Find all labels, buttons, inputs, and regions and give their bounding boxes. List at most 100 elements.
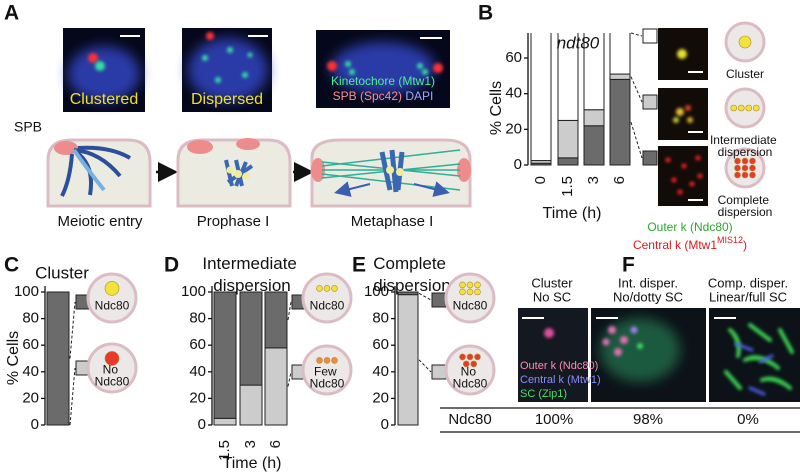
legend-connector [69,367,76,426]
x-tick-label: 1.5 [559,176,576,197]
legend-dot [745,104,753,112]
legend-icon [444,272,496,324]
label-line: No [461,365,480,379]
panel-label: C [4,254,19,277]
legend-swatch [642,150,658,166]
legend-label: SPB (Spc42) DAPI [333,89,434,103]
y-tick-label: 60 [372,336,389,353]
micrograph: Dispersed [182,28,272,112]
y-tick-label: 0 [31,416,39,433]
legend-connector [418,292,432,301]
bar-segment [213,291,237,419]
x-tick-label: 6 [267,440,284,448]
marker-label: Central k (Mtw1MIS12) [633,235,747,252]
marker-label: Central k (Mtw1) [520,374,601,386]
x-axis-label: Time (h) [223,455,282,472]
y-tick-label: 20 [189,389,206,406]
x-axis-label: Time (h) [543,205,602,222]
legend-dot [738,35,752,49]
bar-segment [557,33,579,121]
x-tick-label: 3 [242,440,259,448]
legend-dot [737,104,745,112]
chart-title: Complete dispersion [373,254,451,295]
legend-dot [749,164,756,172]
bar-segment [557,119,579,159]
legend-dot [466,288,474,296]
stage-label: Meiotic entry [57,213,143,230]
table-cell: Ndc80 [448,411,491,428]
legend-dot [323,357,331,364]
image-label: Clustered [70,91,138,108]
label-line: Complete [373,254,450,273]
marker-label: MIS12 [717,235,743,245]
bar-segment [609,78,631,166]
legend-label: Ndc80 [95,299,130,313]
legend-icon [444,344,496,396]
legend-label: Ndc80 [310,299,345,313]
x-tick-label: 1.5 [216,440,233,461]
column-header: Linear/full SC [709,289,787,304]
legend-dot [752,104,760,112]
micrograph: Kinetochore (Mtw1) SPB (Spc42) DAPI [316,30,450,108]
panel-label: E [352,254,366,277]
table-cell: 0% [737,411,759,428]
legend-dot [466,353,474,361]
bar-segment [397,294,419,426]
marker-label: SC (Zip1) [520,388,567,400]
schematic: SPB Meiotic entry Prophase I Metaphase I [14,119,472,230]
column-header: Int. disper. [618,275,678,290]
legend-label: Cluster [726,67,764,81]
legend-dot [323,285,331,292]
legend-swatch [642,28,658,44]
bar-segment [397,291,419,296]
bar-segment [609,33,631,75]
legend-connector [69,301,76,359]
y-tick-label: 80 [372,310,389,327]
y-tick-label: 60 [189,336,206,353]
micrograph: Outer k (Ndc80) Central k (Mtw1MIS12) [633,28,747,252]
legend-label: Complete dispersion [718,193,773,219]
column-header: No/dotty SC [613,289,683,304]
y-tick-label: 0 [514,156,522,173]
label-line: dispersion [718,205,773,219]
column-header: No SC [533,289,571,304]
legend-label: Intermediate dispersion [710,133,780,159]
bar-segment [264,347,288,426]
x-tick-label: 6 [611,176,628,184]
label-line: dispersion [213,276,291,295]
legend-connector [630,32,643,37]
label-line: Few [314,365,340,379]
bar-segment [46,291,70,426]
legend-connector [630,122,643,159]
bar-segment [609,73,631,80]
legend-icon [301,344,353,396]
legend-dot [741,157,749,165]
panel-label: A [4,2,19,25]
legend-label: No Ndc80 [95,363,130,389]
legend-dot [466,281,474,289]
legend-connector [287,371,292,387]
legend-icon [86,342,138,394]
panel-f: Cluster No SC Int. disper. No/dotty SC C… [440,275,800,433]
bar-segment [583,109,605,127]
y-tick-label: 100 [364,283,389,300]
legend-dot [474,353,481,361]
y-axis-label: % Cells [5,331,22,385]
column-header: Cluster [531,275,573,290]
legend-label: SPB (Spc42) [333,89,402,103]
y-tick-label: 20 [22,389,39,406]
legend-dot [749,171,756,179]
legend-dot [459,288,466,296]
legend-icon [86,272,138,324]
legend-dot [741,171,749,179]
bar-segment [239,384,263,426]
stage-label: Metaphase I [351,213,434,230]
y-tick-label: 20 [372,389,389,406]
y-tick-label: 100 [181,283,206,300]
legend-label: Ndc80 [453,299,488,313]
legend-dot [459,281,466,289]
legend-dot [734,164,741,172]
legend-dot [734,157,741,165]
legend-dot [104,351,120,366]
legend-connector [630,76,643,103]
